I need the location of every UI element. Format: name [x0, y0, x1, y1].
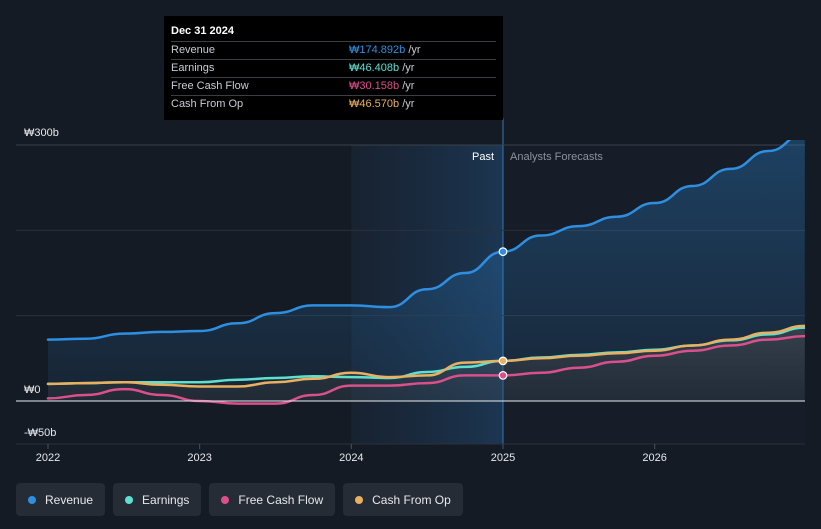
revenue-area: [48, 140, 805, 401]
past-label: Past: [472, 151, 494, 163]
tooltip-label: Free Cash Flow: [171, 80, 249, 92]
chart-legend: Revenue Earnings Free Cash Flow Cash Fro…: [16, 483, 463, 516]
tooltip-label: Revenue: [171, 44, 216, 56]
legend-dot-icon: [28, 495, 36, 504]
tooltip-date: Dec 31 2024: [171, 25, 234, 37]
x-tick-label: 2024: [339, 452, 363, 464]
series-line-revenue: [46, 140, 792, 341]
tooltip-row-revenue: Revenue ₩174.892b /yr: [171, 41, 496, 59]
legend-item-cash-from-op[interactable]: Cash From Op: [343, 483, 463, 516]
y-tick-label: -₩50b: [24, 427, 56, 439]
period-labels: Past Analysts Forecasts: [472, 151, 603, 163]
x-tick-label: 2022: [36, 452, 60, 464]
tooltip-unit: /yr: [399, 98, 415, 110]
forecast-label: Analysts Forecasts: [510, 151, 603, 163]
tooltip-row-cash-from-op: Cash From Op ₩46.570b /yr: [171, 95, 496, 113]
hover-marker-revenue: [498, 247, 508, 257]
legend-dot-icon: [125, 495, 134, 504]
hover-markers: [498, 247, 508, 380]
legend-item-earnings[interactable]: Earnings: [113, 483, 202, 516]
legend-dot-icon: [355, 495, 364, 504]
series-fills: [48, 140, 805, 401]
series-line-cash-from-op: [46, 324, 805, 388]
legend-item-revenue[interactable]: Revenue: [16, 483, 106, 516]
tooltip-row-free-cash-flow: Free Cash Flow ₩30.158b /yr: [171, 77, 496, 95]
tooltip-unit: /yr: [405, 44, 421, 56]
tooltip-unit: /yr: [399, 62, 415, 74]
tooltip-row-earnings: Earnings ₩46.408b /yr: [171, 59, 496, 77]
tooltip-value: ₩46.408b: [349, 62, 400, 74]
legend-item-free-cash-flow[interactable]: Free Cash Flow: [209, 483, 336, 516]
axes: ₩300b ₩0 -₩50b 2022 2023 2024 2025 2026: [16, 127, 805, 464]
legend-label: Earnings: [142, 492, 190, 507]
x-tick-label: 2023: [187, 452, 211, 464]
tooltip-value: ₩30.158b: [349, 80, 400, 92]
cash-area: [48, 325, 805, 401]
y-tick-label: ₩300b: [24, 127, 59, 139]
y-tick-label: ₩0: [24, 384, 41, 396]
hover-marker-free-cash-flow: [498, 371, 508, 380]
x-tick-label: 2026: [642, 452, 666, 464]
legend-dot-icon: [221, 495, 230, 504]
tooltip-label: Earnings: [171, 62, 215, 74]
series-line-free-cash-flow: [46, 334, 805, 405]
tooltip-unit: /yr: [399, 80, 415, 92]
legend-label: Free Cash Flow: [238, 492, 324, 507]
data-tooltip: Dec 31 2024 Revenue ₩174.892b /yr Earnin…: [164, 16, 503, 120]
tooltip-value: ₩174.892b: [349, 44, 406, 56]
legend-label: Cash From Op: [372, 492, 451, 507]
hover-marker-cash-from-op: [498, 356, 508, 366]
tooltip-label: Cash From Op: [171, 98, 244, 110]
series-lines: [46, 140, 805, 405]
tooltip-value: ₩46.570b: [349, 98, 400, 110]
x-tick-label: 2025: [491, 452, 515, 464]
legend-label: Revenue: [45, 492, 94, 507]
